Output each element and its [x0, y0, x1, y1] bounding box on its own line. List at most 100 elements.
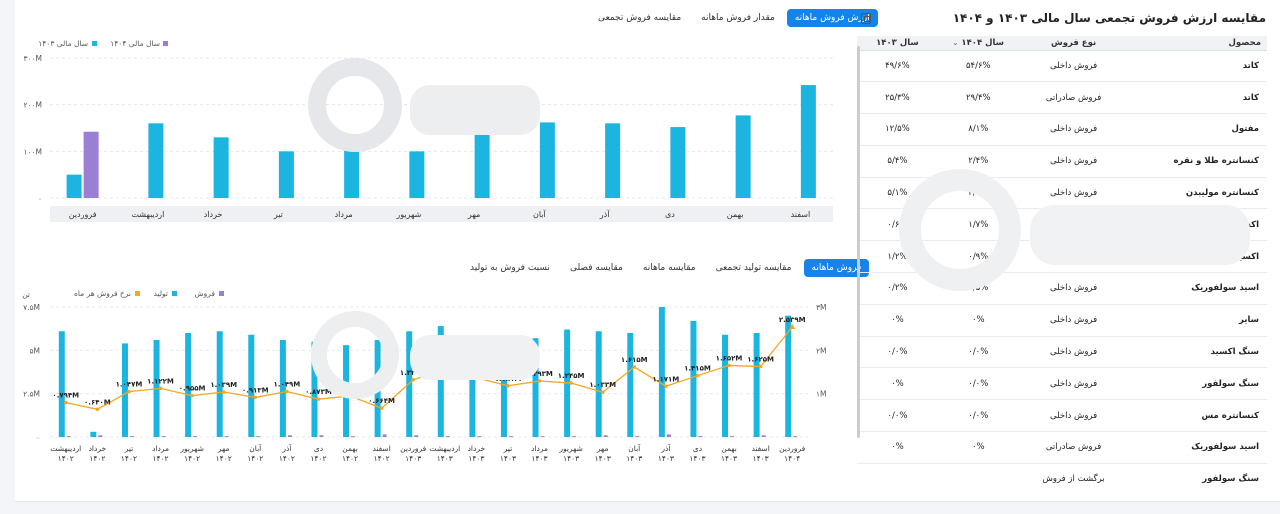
bar-sales [256, 436, 261, 438]
x-tick-label-month: تیر [503, 444, 513, 453]
value-1403-cell: ۰/۶% [857, 208, 938, 242]
col-1403[interactable]: سال ۱۴۰۳ [857, 36, 938, 51]
value-1403-cell: ۰% [857, 304, 938, 337]
bar-1403 [539, 122, 555, 198]
col-type[interactable]: نوع فروش [1018, 36, 1129, 51]
bar-1403 [800, 85, 816, 198]
tab-cumulative-sales[interactable]: مقایسه فروش تجمعی [598, 13, 682, 23]
x-tick-label-year: ۱۴۰۳ [405, 454, 421, 463]
value-1404-cell: ۰/۰% [937, 367, 1019, 401]
table-row[interactable]: سنگ سولفور فروش داخلی ۰/۰% ۰% [857, 367, 1267, 401]
table-row[interactable]: اکسید مولیبدن فروش داخلی ۰/۹% ۱/۲% [857, 240, 1267, 274]
rate-data-label: ۰.۸۷۳M [305, 388, 332, 396]
rate-point [727, 363, 731, 368]
x-tick-label: مرداد [335, 210, 353, 219]
table-row[interactable]: سنگ سولفور برگشت از فروش [857, 463, 1267, 484]
bar-sales [508, 436, 513, 438]
table-scrollbar[interactable] [857, 46, 860, 438]
table-row[interactable]: اکسید مولیبدن فروش صادراتی ۱/۷% ۰/۶% [857, 208, 1267, 242]
sales-share-table-wrap: محصول نوع فروش سال ۱۴۰۴ ⌄ سال ۱۴۰۳ کاتد ف… [857, 36, 1267, 484]
tab-seasonal-comparison[interactable]: مقایسه فصلی [569, 263, 623, 273]
bar-sales [477, 436, 482, 438]
tab-monthly-sales-quantity[interactable]: مقدار فروش ماهانه [701, 13, 775, 23]
rate-data-label: ۱.۰۴۷M [116, 381, 143, 389]
rate-point [127, 389, 131, 394]
col-1404[interactable]: سال ۱۴۰۴ ⌄ [937, 36, 1019, 51]
bar-sales [666, 434, 671, 437]
x-tick-label-year: ۱۴۰۲ [342, 454, 358, 463]
x-tick-label-month: اسفند [751, 444, 769, 453]
x-tick-label-month: آبان [249, 443, 262, 453]
rate-point [95, 407, 100, 412]
type-cell: فروش داخلی [1018, 367, 1129, 401]
bar-production [437, 326, 444, 437]
value-1404-cell: ۰% [937, 304, 1019, 337]
rate-data-label: ۱.۱۸۱M [495, 375, 522, 383]
product-cell: کاتد [1128, 50, 1267, 83]
tab-monthly-sales-value[interactable]: ارزش فروش ماهانه [786, 9, 878, 27]
x-tick-label: فروردین [69, 210, 97, 219]
rate-data-label: ۱.۰۴۹M [274, 381, 301, 389]
rate-point [506, 384, 510, 388]
product-cell: سنگ اکسید [1128, 336, 1267, 369]
value-1404-cell: ۰/۵% [937, 272, 1019, 305]
product-cell: کاتد [1128, 81, 1267, 115]
table-row[interactable]: مفتول فروش داخلی ۸/۱% ۱۲/۵% [857, 113, 1267, 146]
product-cell: کنسانتره مولیبدن [1128, 177, 1267, 210]
bar-1403 [735, 115, 751, 198]
value-1404-cell: ۲/۳% [937, 177, 1019, 210]
y-right-tick-label: ۳M [816, 303, 827, 312]
product-cell: سایر [1128, 304, 1267, 337]
legend-swatch-sales [219, 291, 224, 296]
type-cell: فروش داخلی [1018, 240, 1129, 274]
legend-swatch-1404 [163, 41, 168, 46]
x-tick-label-month: فروردین [400, 444, 427, 453]
x-tick-label-month: مرداد [152, 444, 169, 453]
x-tick-label-month: مهر [596, 444, 609, 453]
panel-title: مقایسه ارزش فروش تجمعی سال مالی ۱۴۰۳ و ۱… [952, 11, 1266, 25]
table-row[interactable]: کنسانتره مس فروش داخلی ۰/۰% ۰/۰% [857, 399, 1267, 433]
bar-1403 [148, 123, 164, 198]
table-row[interactable]: کنسانتره مولیبدن فروش داخلی ۲/۳% ۵/۱% [857, 177, 1267, 210]
table-row[interactable]: کنسانتره طلا و نقره فروش داخلی ۲/۴% ۵/۴% [857, 145, 1267, 178]
table-row[interactable]: سایر فروش داخلی ۰% ۰% [857, 304, 1267, 337]
table-row[interactable]: اسید سولفوریک فروش صادراتی ۰% ۰% [857, 431, 1267, 464]
tab-monthly-comparison[interactable]: مقایسه ماهانه [642, 263, 696, 273]
x-tick-label: دی [665, 210, 675, 219]
tab-sales-production-ratio[interactable]: نسبت فروش به تولید [470, 263, 550, 273]
rate-point [600, 390, 605, 395]
table-row[interactable]: کاتد فروش داخلی ۵۴/۶% ۴۹/۶% [857, 50, 1267, 83]
y-left-tick-label: ۲.۵M [23, 390, 40, 399]
table-row[interactable]: اسید سولفوریک فروش داخلی ۰/۵% ۰/۲% [857, 272, 1267, 305]
legend-label-sales: فروش [194, 289, 215, 298]
monthly-sales-value-chart: ۰ ۱۰۰M ۲۰۰M ۳۰۰M سال مالی ۱۴۰۳ سال مالی ۱۴۰۴ ف… [23, 39, 833, 222]
x-tick-label-month: دی [314, 444, 323, 453]
bar-production [121, 343, 128, 437]
bar-sales [382, 434, 387, 437]
rate-data-label: ۱.۰۳۹M [210, 381, 237, 389]
tab-cumulative-production[interactable]: مقایسه تولید تجمعی [715, 263, 792, 273]
bar-sales [98, 435, 103, 437]
rate-data-label: ۰.۹۱۳M [242, 386, 269, 394]
y-axis-unit-label: تن [22, 290, 30, 299]
rate-point [285, 389, 289, 394]
legend-label-production: تولید [154, 289, 168, 298]
type-cell: فروش داخلی [1018, 145, 1129, 178]
col-product[interactable]: محصول [1128, 36, 1267, 51]
y-left-tick-label: ۷.۵M [23, 303, 40, 312]
sort-down-icon[interactable]: ⌄ [952, 38, 959, 47]
bar-sales [698, 436, 703, 438]
y-left-tick-label: ۵M [30, 346, 41, 355]
type-cell: فروش صادراتی [1018, 208, 1129, 242]
rate-data-label: ۱.۵۵۶M [431, 359, 458, 367]
table-row[interactable]: کاتد فروش صادراتی ۲۹/۴% ۲۵/۳% [857, 81, 1267, 115]
tab-monthly-sales[interactable]: فروش ماهانه [803, 259, 870, 277]
rate-point [664, 384, 668, 389]
type-cell: فروش داخلی [1018, 113, 1129, 146]
x-tick-label-year: ۱۴۰۳ [468, 454, 484, 463]
y-tick-label: ۳۰۰M [23, 54, 42, 63]
table-row[interactable]: سنگ اکسید فروش داخلی ۰/۰% ۰/۰% [857, 336, 1267, 369]
export-icon[interactable] [861, 13, 871, 24]
x-tick-label-month: مرداد [531, 444, 548, 453]
x-tick-label-year: ۱۴۰۳ [595, 454, 611, 463]
